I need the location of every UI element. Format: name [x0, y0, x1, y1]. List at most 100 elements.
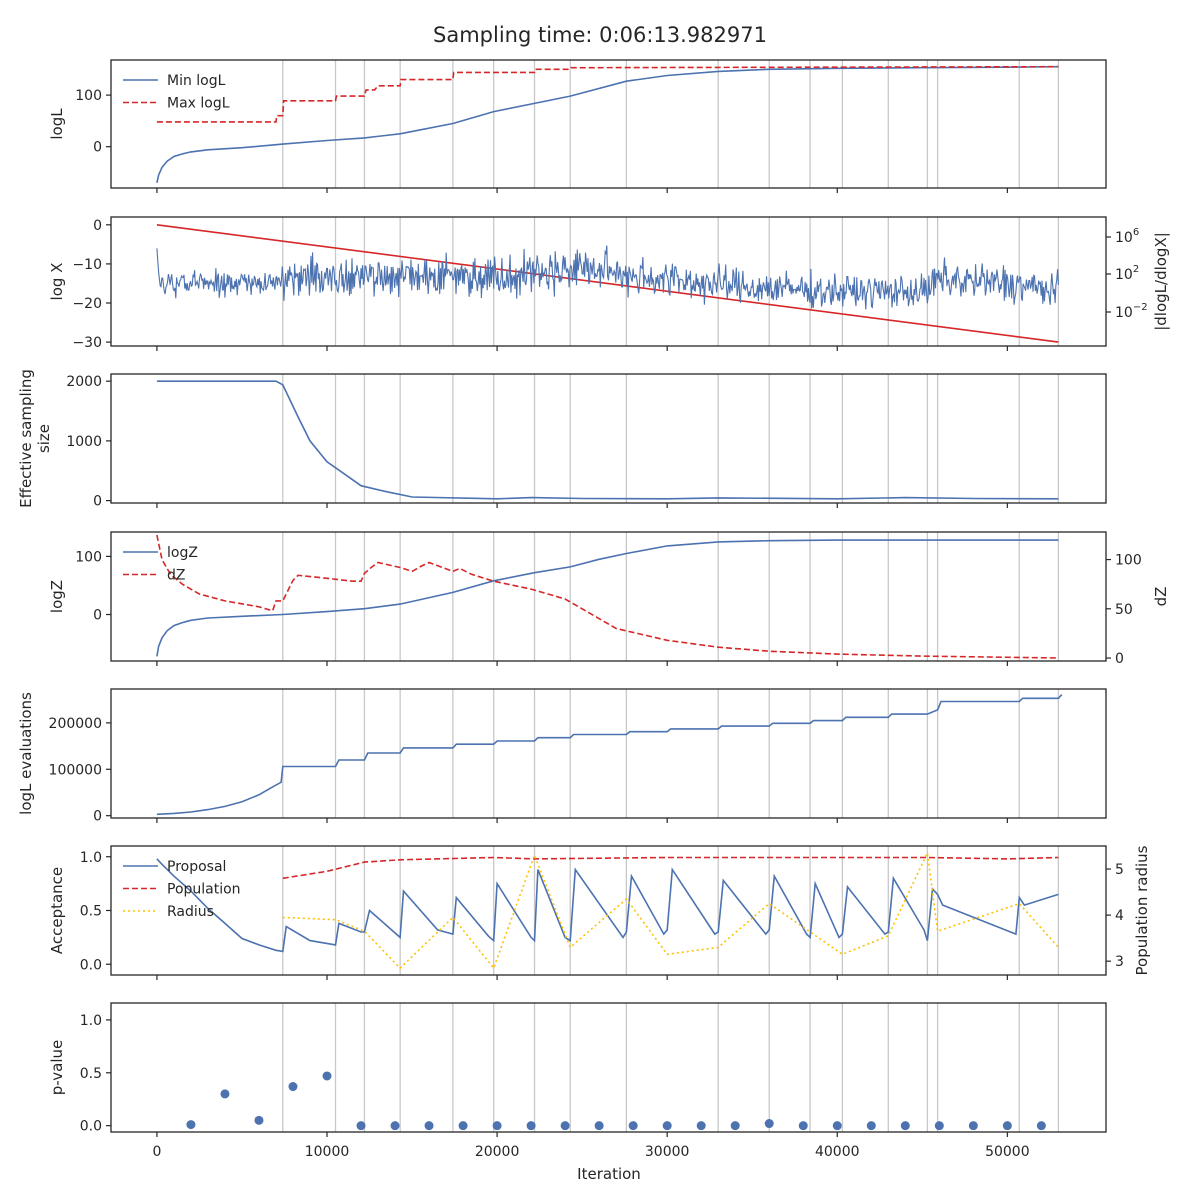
series-line-1	[156, 694, 1063, 816]
y-axis-label-line: size	[35, 424, 53, 453]
y-axis-label: Acceptance	[48, 867, 66, 954]
data-point	[798, 1121, 808, 1131]
y-tick-label: 0	[93, 494, 102, 510]
y-tick-label: 0.0	[80, 957, 102, 973]
y2-axis-label: Population radius	[1133, 845, 1151, 975]
panel-6: 0.0 0.5 1.0 Acceptance 3 4 5 Population radius P…	[48, 845, 1151, 980]
series-line-min-logl	[156, 65, 1059, 183]
data-point	[730, 1121, 740, 1131]
axes-frame	[110, 59, 1107, 189]
y2-tick-label: 10−2	[1115, 302, 1148, 321]
y-axis-label: logL evaluations	[17, 692, 35, 815]
legend-label: Radius	[167, 904, 214, 920]
y2-tick-label: 5	[1115, 862, 1124, 878]
y-axis-label: log X	[48, 263, 66, 301]
series-line-1	[156, 224, 1059, 343]
data-point	[356, 1121, 366, 1131]
axes-frame	[110, 373, 1107, 504]
chart-title: Sampling time: 0:06:13.982971	[433, 23, 767, 47]
legend-label: Population	[167, 882, 241, 898]
plot-area	[156, 65, 1059, 183]
y-tick-label: 0	[93, 140, 102, 156]
y-axis-label: p-value	[48, 1040, 66, 1096]
y2-tick-base: 10	[1115, 305, 1133, 321]
legend-label: Proposal	[167, 859, 226, 875]
y2-axis-label: |dlogL/dlogX|	[1152, 232, 1170, 331]
panel-4: 0 100 logZ 0 50 100 dZ logZ dZ	[48, 531, 1170, 667]
data-point	[492, 1121, 502, 1131]
y-tick-label: 1.0	[80, 850, 102, 866]
data-point	[968, 1121, 978, 1131]
data-point	[322, 1071, 332, 1081]
data-point	[1002, 1121, 1012, 1131]
data-point	[628, 1121, 638, 1131]
y2-tick-label: 0	[1115, 651, 1124, 667]
legend-label: Max logL	[167, 96, 230, 112]
y-tick-label: 1.0	[80, 1013, 102, 1029]
x-tick-label: 10000	[305, 1144, 350, 1160]
x-axis-label: Iteration	[577, 1165, 641, 1183]
plot-area	[156, 694, 1063, 816]
plot-area	[156, 224, 1059, 343]
plot-area	[156, 380, 1059, 500]
x-tick-label: 0	[152, 1144, 161, 1160]
data-point	[458, 1121, 468, 1131]
data-point	[526, 1121, 536, 1131]
y2-tick-base: 10	[1115, 230, 1133, 246]
y-tick-label: 0.5	[80, 1066, 102, 1082]
y-tick-label: −30	[72, 335, 102, 351]
y2-tick-exponent: −2	[1133, 302, 1148, 313]
data-point	[254, 1115, 264, 1125]
y-tick-label: 100	[75, 88, 102, 104]
axes-frame	[110, 531, 1107, 662]
x-tick-label: 40000	[815, 1144, 860, 1160]
legend-label: logZ	[167, 545, 198, 561]
x-tick-label: 50000	[985, 1144, 1030, 1160]
data-point	[900, 1121, 910, 1131]
series-line-2	[156, 245, 1059, 310]
y-tick-label: 100	[75, 549, 102, 565]
data-point	[186, 1120, 196, 1130]
plot-area	[156, 850, 1059, 970]
y2-tick-base: 10	[1115, 267, 1133, 283]
y-tick-label: 0.0	[80, 1119, 102, 1135]
y2-tick-exponent: 6	[1133, 227, 1139, 238]
series-line-max-logl	[156, 65, 1059, 123]
data-point	[764, 1119, 774, 1129]
y2-tick-label: 3	[1115, 954, 1124, 970]
data-point	[662, 1121, 672, 1131]
panel-1: 0 100 logL Min logL Max logL	[48, 59, 1107, 193]
series-line-proposal	[156, 858, 1059, 953]
x-tick-label: 30000	[645, 1144, 690, 1160]
y-tick-label: 0	[93, 608, 102, 624]
y2-tick-label: 50	[1115, 602, 1133, 618]
y2-tick-label: 4	[1115, 908, 1124, 924]
panel-7: 0.0 0.5 1.0 p-value 0 10000 20000 30000 40000 500…	[48, 1002, 1107, 1160]
y2-tick-label: 106	[1115, 227, 1139, 246]
plot-area	[186, 1071, 1046, 1131]
y2-axis-label: dZ	[1152, 587, 1170, 607]
y-tick-label: 1000	[66, 434, 102, 450]
data-point	[1036, 1121, 1046, 1131]
series-line-population	[282, 856, 1059, 880]
legend-label: dZ	[167, 568, 185, 584]
y-tick-label: 0.5	[80, 904, 102, 920]
y2-tick-exponent: 2	[1133, 264, 1139, 275]
y-tick-label: 0	[93, 809, 102, 825]
legend-label: Min logL	[167, 73, 226, 89]
data-point	[390, 1121, 400, 1131]
plot-area	[156, 534, 1059, 659]
data-point	[866, 1121, 876, 1131]
series-line-dz	[156, 534, 1059, 659]
axes-frame	[110, 1002, 1107, 1133]
y-axis-label: logZ	[48, 580, 66, 613]
y2-tick-label: 100	[1115, 553, 1142, 569]
data-point	[220, 1089, 230, 1099]
data-point	[424, 1121, 434, 1131]
data-point	[560, 1121, 570, 1131]
data-point	[832, 1121, 842, 1131]
data-point	[934, 1121, 944, 1131]
